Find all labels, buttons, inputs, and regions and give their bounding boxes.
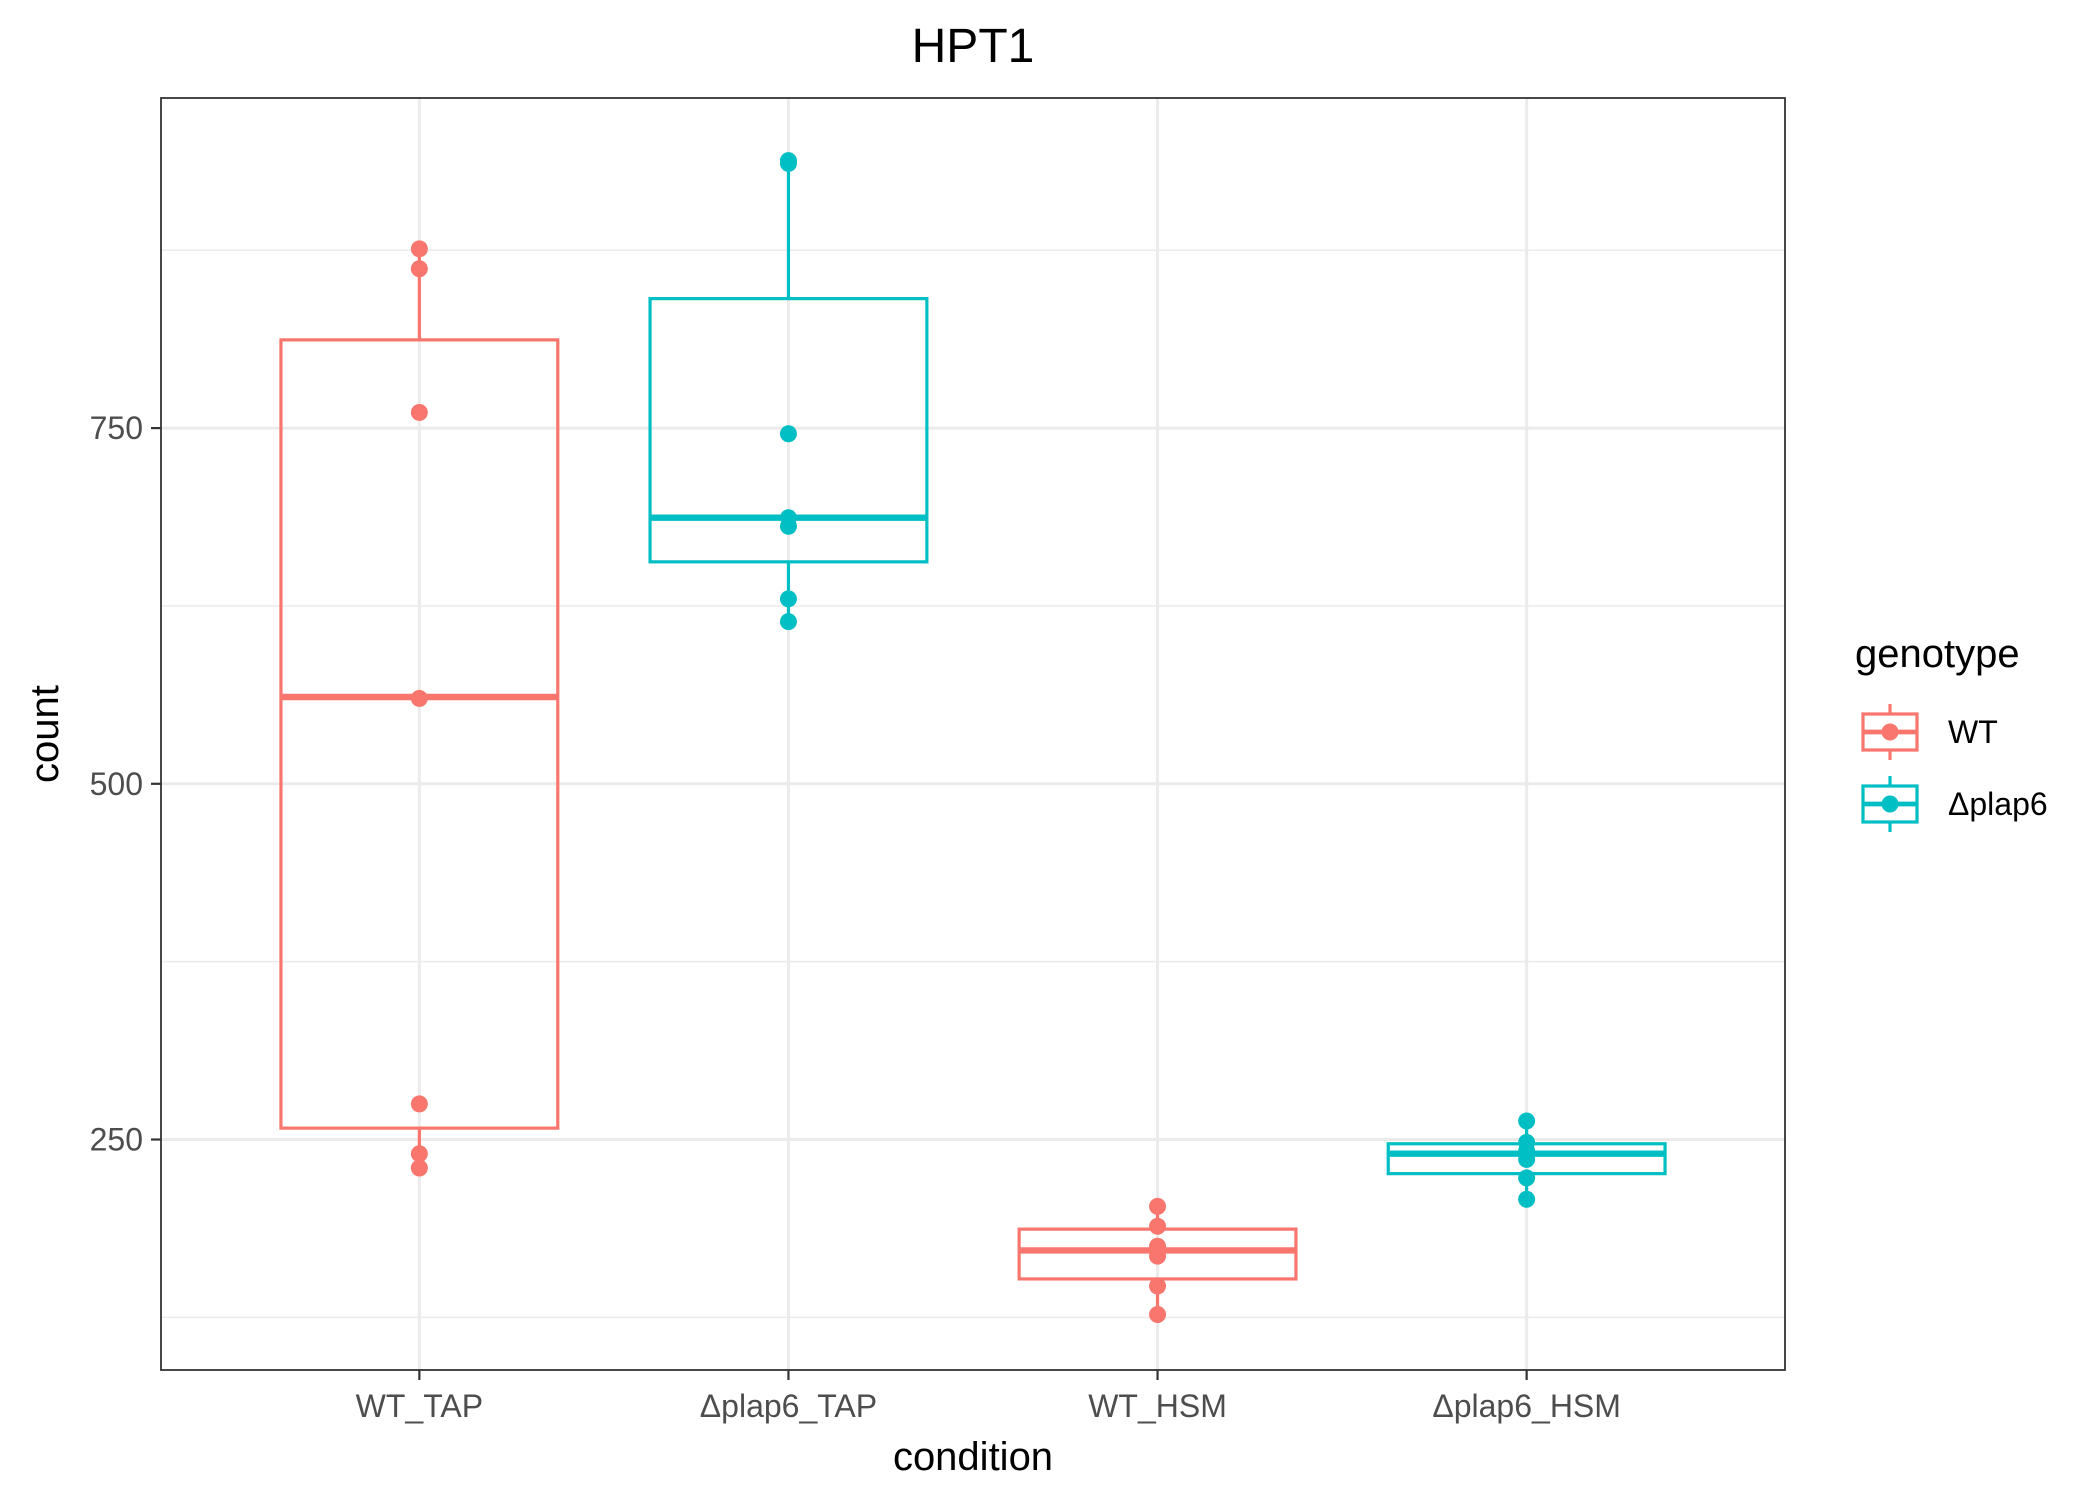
y-axis-title: count: [23, 685, 67, 783]
data-point: [779, 517, 797, 535]
data-point: [410, 1159, 428, 1177]
legend-key: WT: [1861, 704, 1998, 760]
data-point: [779, 425, 797, 443]
data-point: [1149, 1197, 1167, 1215]
legend-label: WT: [1948, 714, 1998, 750]
legend-key-point: [1881, 795, 1899, 813]
point-layer: [410, 152, 1536, 1324]
legend-key-point: [1881, 723, 1899, 741]
data-point: [1518, 1150, 1536, 1168]
data-point: [410, 1095, 428, 1113]
legend-title: genotype: [1855, 632, 2020, 676]
x-tick-label: WT_TAP: [356, 1388, 483, 1424]
panel-border: [160, 97, 1786, 1371]
data-point: [410, 1145, 428, 1163]
data-point: [1518, 1112, 1536, 1130]
box-WT_TAP: [279, 248, 560, 1168]
box-iqr: [648, 297, 929, 564]
data-point: [779, 154, 797, 172]
x-tick-label: Δplap6_HSM: [1432, 1388, 1621, 1424]
x-axis-title: condition: [893, 1435, 1053, 1479]
data-point: [1149, 1277, 1167, 1295]
x-tick-label: Δplap6_TAP: [700, 1388, 877, 1424]
data-point: [410, 240, 428, 258]
legend: genotype WT Δplap6: [1855, 632, 2048, 832]
data-point: [410, 403, 428, 421]
y-tick-label: 250: [90, 1122, 143, 1158]
data-point: [1149, 1247, 1167, 1265]
data-point: [779, 613, 797, 631]
data-point: [1518, 1169, 1536, 1187]
x-tick-label: WT_HSM: [1088, 1388, 1227, 1424]
data-point: [1149, 1217, 1167, 1235]
legend-label: Δplap6: [1948, 786, 2048, 822]
data-point: [410, 260, 428, 278]
legend-keys: WT Δplap6: [1861, 704, 2048, 832]
data-point: [410, 689, 428, 707]
box-iqr: [279, 338, 560, 1130]
chart-title: HPT1: [912, 20, 1035, 73]
data-point: [1149, 1306, 1167, 1324]
legend-key: Δplap6: [1861, 776, 2048, 832]
y-tick-label: 500: [90, 766, 143, 802]
data-point: [1518, 1190, 1536, 1208]
y-tick-label: 750: [90, 410, 143, 446]
data-point: [779, 590, 797, 608]
axis-layer: 250 500 750 WT_TAP Δplap6_TAP WT_HSM Δplap6_HS…: [90, 410, 1621, 1424]
